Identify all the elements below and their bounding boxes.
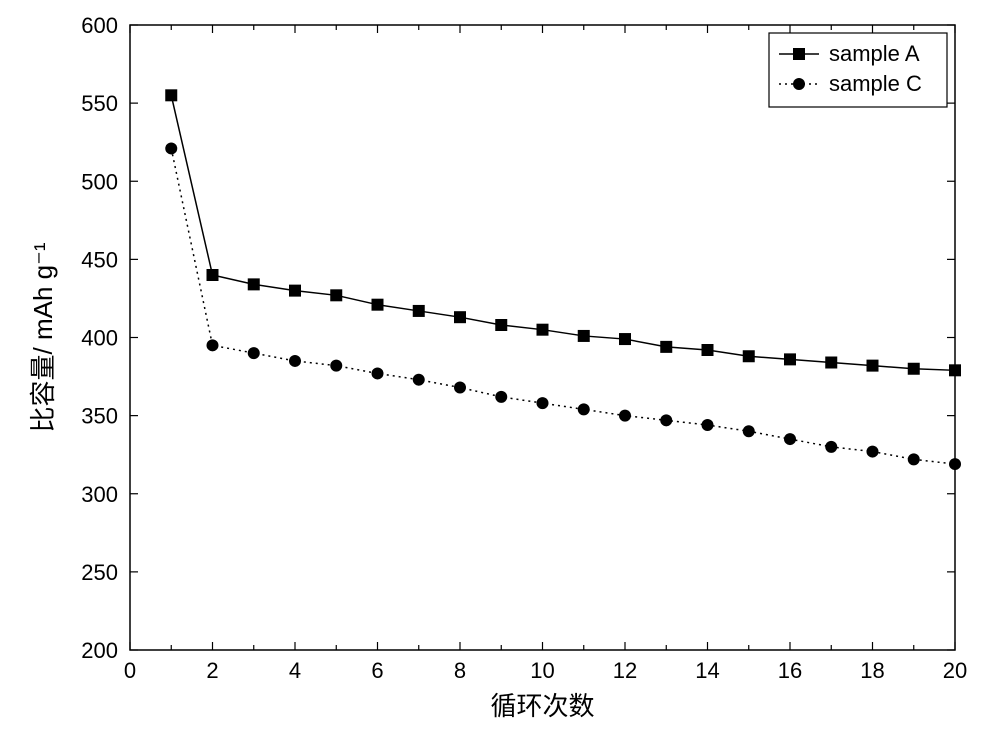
marker-square xyxy=(784,353,796,365)
y-tick-label: 550 xyxy=(81,91,118,116)
marker-square xyxy=(330,289,342,301)
x-tick-label: 14 xyxy=(695,658,719,683)
marker-circle xyxy=(578,403,590,415)
marker-square xyxy=(289,285,301,297)
marker-circle xyxy=(867,446,879,458)
marker-circle xyxy=(743,425,755,437)
x-tick-label: 16 xyxy=(778,658,802,683)
y-tick-label: 200 xyxy=(81,638,118,663)
marker-circle xyxy=(495,391,507,403)
marker-circle xyxy=(372,367,384,379)
series-line-sample-a xyxy=(171,95,955,370)
chart-svg: 0 2 4 6 8 10 12 14 16 18 20 200 250 300 350 400 450 500 55… xyxy=(0,0,1000,751)
marker-square xyxy=(743,350,755,362)
x-tick-label: 8 xyxy=(454,658,466,683)
series-line-sample-c xyxy=(171,148,955,464)
marker-square xyxy=(537,324,549,336)
y-tick-label: 250 xyxy=(81,560,118,585)
x-tick-label: 4 xyxy=(289,658,301,683)
y-tick-label: 300 xyxy=(81,482,118,507)
marker-circle xyxy=(537,397,549,409)
marker-square xyxy=(867,360,879,372)
legend-marker-circle xyxy=(793,78,805,90)
marker-circle xyxy=(619,410,631,422)
legend-marker-square xyxy=(793,48,805,60)
marker-circle xyxy=(165,142,177,154)
marker-circle xyxy=(330,360,342,372)
marker-circle xyxy=(702,419,714,431)
marker-circle xyxy=(949,458,961,470)
y-tick-label: 600 xyxy=(81,13,118,38)
marker-square xyxy=(454,311,466,323)
marker-square xyxy=(495,319,507,331)
marker-circle xyxy=(289,355,301,367)
marker-square xyxy=(578,330,590,342)
legend-label: sample A xyxy=(829,41,920,66)
marker-square xyxy=(908,363,920,375)
marker-square xyxy=(660,341,672,353)
marker-circle xyxy=(660,414,672,426)
marker-square xyxy=(165,89,177,101)
x-tick-label: 18 xyxy=(860,658,884,683)
marker-circle xyxy=(454,382,466,394)
x-tick-label: 2 xyxy=(206,658,218,683)
y-tick-label: 400 xyxy=(81,326,118,351)
x-tick-label: 12 xyxy=(613,658,637,683)
y-tick-label: 450 xyxy=(81,247,118,272)
x-tick-label: 20 xyxy=(943,658,967,683)
marker-circle xyxy=(784,433,796,445)
x-tick-label: 0 xyxy=(124,658,136,683)
x-axis-label: 循环次数 xyxy=(490,691,594,721)
marker-circle xyxy=(413,374,425,386)
y-tick-label: 500 xyxy=(81,169,118,194)
marker-square xyxy=(413,305,425,317)
marker-square xyxy=(248,278,260,290)
marker-square xyxy=(825,357,837,369)
y-axis-label: 比容量/ mAh g⁻¹ xyxy=(28,242,58,432)
chart-container: 0 2 4 6 8 10 12 14 16 18 20 200 250 300 350 400 450 500 55… xyxy=(0,0,1000,751)
marker-square xyxy=(372,299,384,311)
y-tick-label: 350 xyxy=(81,404,118,429)
marker-circle xyxy=(908,453,920,465)
marker-square xyxy=(949,364,961,376)
plot-border xyxy=(130,25,955,650)
marker-circle xyxy=(207,339,219,351)
marker-circle xyxy=(248,347,260,359)
x-tick-label: 10 xyxy=(530,658,554,683)
marker-square xyxy=(207,269,219,281)
marker-circle xyxy=(825,441,837,453)
legend-label: sample C xyxy=(829,71,922,96)
marker-square xyxy=(702,344,714,356)
x-tick-label: 6 xyxy=(371,658,383,683)
marker-square xyxy=(619,333,631,345)
